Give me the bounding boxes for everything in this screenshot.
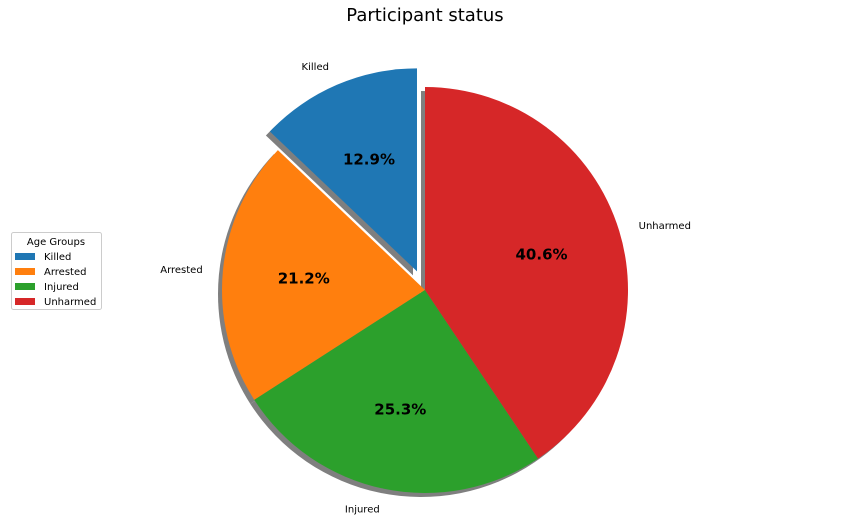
legend-swatch-unharmed <box>15 298 35 305</box>
percent-killed: 12.9% <box>343 150 395 168</box>
slice-unharmed <box>425 87 628 459</box>
legend-swatch-killed <box>15 253 35 260</box>
pie-slices <box>221 68 628 493</box>
percent-unharmed: 40.6% <box>516 246 568 264</box>
legend-label-killed: Killed <box>44 252 71 263</box>
legend-swatch-arrested <box>15 268 35 275</box>
label-arrested: Arrested <box>160 265 202 276</box>
slice-arrested <box>221 150 425 400</box>
percent-arrested: 21.2% <box>278 270 330 288</box>
legend: Age Groups Killed Arrested Injured Unharmed <box>11 232 102 310</box>
slice-percent-labels: 12.9% 21.2% 25.3% 40.6% <box>278 150 568 418</box>
legend-title: Age Groups <box>27 237 85 248</box>
label-killed: Killed <box>302 62 329 73</box>
label-injured: Injured <box>345 505 380 516</box>
chart-title: Participant status <box>346 5 503 26</box>
legend-swatch-injured <box>15 283 35 290</box>
slice-category-labels: Killed Arrested Injured Unharmed <box>160 62 691 516</box>
legend-entries: Killed Arrested Injured Unharmed <box>15 252 96 308</box>
legend-label-injured: Injured <box>44 282 79 293</box>
legend-label-unharmed: Unharmed <box>44 297 96 308</box>
slice-killed <box>269 68 417 272</box>
slice-injured <box>254 290 539 493</box>
label-unharmed: Unharmed <box>639 221 691 232</box>
legend-label-arrested: Arrested <box>44 267 86 278</box>
percent-injured: 25.3% <box>374 400 426 418</box>
legend-frame <box>11 232 102 310</box>
